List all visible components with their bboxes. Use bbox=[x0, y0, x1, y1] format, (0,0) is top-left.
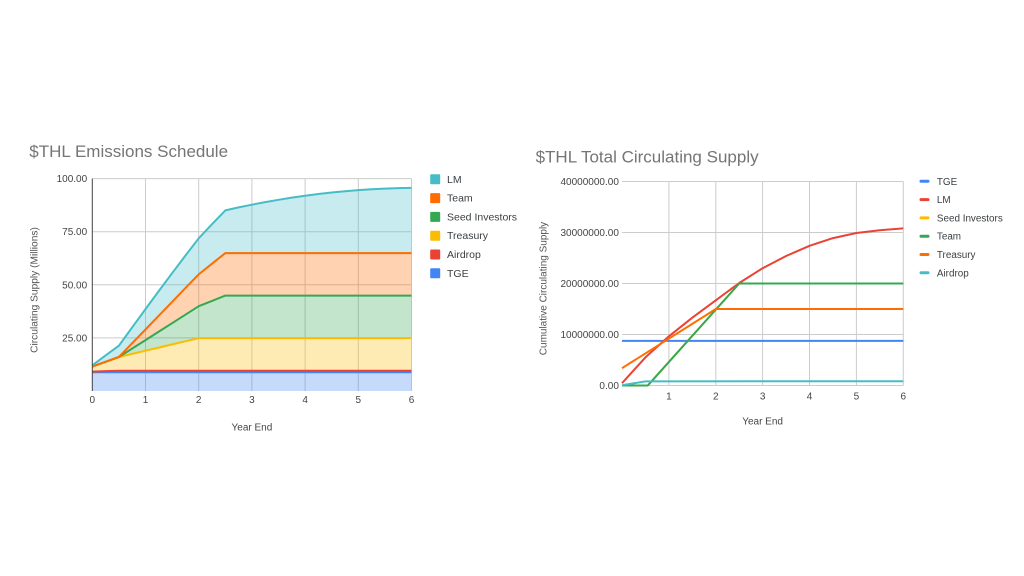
svg-text:Team: Team bbox=[937, 232, 961, 243]
svg-text:LM: LM bbox=[937, 195, 951, 206]
svg-text:3: 3 bbox=[760, 392, 766, 403]
svg-text:Circulating Supply (Millions): Circulating Supply (Millions) bbox=[29, 227, 40, 353]
svg-text:Treasury: Treasury bbox=[937, 250, 976, 261]
svg-text:Seed Investors: Seed Investors bbox=[447, 211, 517, 223]
svg-text:40000000.00: 40000000.00 bbox=[560, 177, 619, 188]
svg-text:20000000.00: 20000000.00 bbox=[560, 279, 619, 290]
svg-text:TGE: TGE bbox=[447, 268, 469, 280]
svg-text:LM: LM bbox=[447, 174, 462, 186]
svg-text:100.00: 100.00 bbox=[57, 174, 88, 185]
svg-text:Year End: Year End bbox=[742, 417, 783, 428]
svg-text:5: 5 bbox=[356, 395, 362, 406]
svg-text:Airdrop: Airdrop bbox=[937, 268, 969, 279]
svg-text:1: 1 bbox=[666, 392, 672, 403]
svg-text:$THL Emissions Schedule: $THL Emissions Schedule bbox=[29, 142, 228, 161]
svg-text:6: 6 bbox=[409, 395, 415, 406]
svg-text:0.00: 0.00 bbox=[599, 381, 619, 392]
svg-text:Cumulative Circulating Supply: Cumulative Circulating Supply bbox=[539, 222, 550, 355]
svg-text:Team: Team bbox=[447, 193, 473, 205]
svg-text:4: 4 bbox=[302, 395, 308, 406]
svg-text:0: 0 bbox=[90, 395, 96, 406]
svg-text:10000000.00: 10000000.00 bbox=[560, 330, 619, 341]
svg-text:Treasury: Treasury bbox=[447, 230, 489, 242]
svg-text:$THL Total Circulating Supply: $THL Total Circulating Supply bbox=[536, 148, 760, 167]
svg-text:25.00: 25.00 bbox=[62, 333, 87, 344]
svg-text:Year End: Year End bbox=[232, 423, 273, 434]
svg-text:30000000.00: 30000000.00 bbox=[560, 228, 619, 239]
svg-text:5: 5 bbox=[854, 392, 860, 403]
svg-text:Airdrop: Airdrop bbox=[447, 249, 481, 261]
svg-text:2: 2 bbox=[713, 392, 719, 403]
svg-text:75.00: 75.00 bbox=[62, 227, 87, 238]
svg-text:50.00: 50.00 bbox=[62, 280, 87, 291]
svg-text:TGE: TGE bbox=[937, 177, 958, 188]
svg-text:Seed Investors: Seed Investors bbox=[937, 213, 1003, 224]
svg-text:6: 6 bbox=[901, 392, 907, 403]
svg-text:2: 2 bbox=[196, 395, 202, 406]
svg-text:4: 4 bbox=[807, 392, 813, 403]
svg-text:3: 3 bbox=[249, 395, 255, 406]
svg-text:1: 1 bbox=[143, 395, 149, 406]
